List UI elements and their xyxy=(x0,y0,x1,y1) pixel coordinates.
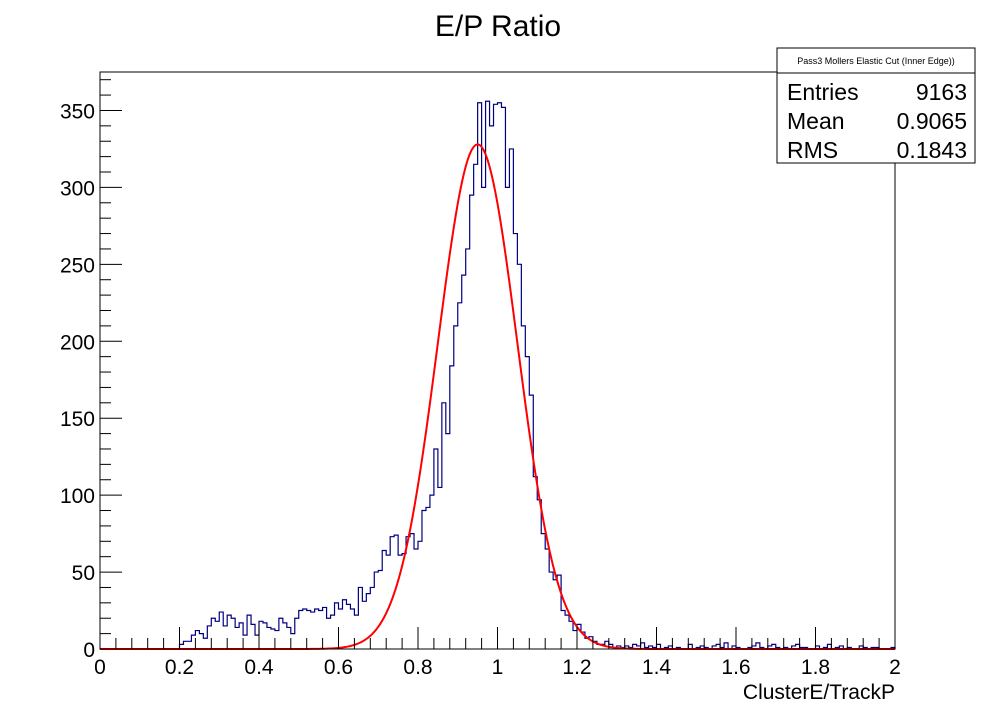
stats-mean-value: 0.9065 xyxy=(897,108,967,134)
y-tick-label: 50 xyxy=(72,562,95,585)
plot-frame xyxy=(99,71,896,650)
y-tick-label: 100 xyxy=(60,485,95,508)
y-tick-label: 200 xyxy=(60,331,95,354)
stats-box-header: Pass3 Mollers Elastic Cut (Inner Edge)) xyxy=(797,56,955,66)
x-tick-label: 0.2 xyxy=(165,656,194,679)
stats-box: Pass3 Mollers Elastic Cut (Inner Edge)) … xyxy=(776,47,976,164)
x-tick-label: 1 xyxy=(492,656,504,679)
y-tick-label: 0 xyxy=(83,639,95,662)
x-axis-title: ClusterE/TrackP xyxy=(743,681,895,704)
x-tick-label: 1.8 xyxy=(801,656,830,679)
x-tick-label: 0.8 xyxy=(403,656,432,679)
histogram-series xyxy=(100,100,896,650)
stats-box-header-frame xyxy=(776,47,976,74)
x-tick-label: 0 xyxy=(94,656,106,679)
axes: 0 0.2 0.4 0.6 0.8 1 1.2 1.4 1.6 1.8 2 0 50 100 150 200 2… xyxy=(60,71,901,679)
stats-mean-label: Mean xyxy=(787,108,845,134)
stats-rms-value: 0.1843 xyxy=(897,137,967,163)
stats-entries-label: Entries xyxy=(787,79,859,105)
gaussian-fit-curve xyxy=(100,143,895,650)
x-tick-label: 1.4 xyxy=(642,656,672,679)
plot-area xyxy=(100,100,896,650)
y-tick-label: 300 xyxy=(60,177,95,200)
x-tick-label: 1.6 xyxy=(721,656,750,679)
chart-title: E/P Ratio xyxy=(435,10,561,43)
y-tick-label: 350 xyxy=(60,100,95,123)
x-tick-label: 1.2 xyxy=(562,656,591,679)
x-tick-label: 0.6 xyxy=(324,656,353,679)
stats-box-frame xyxy=(776,72,976,164)
stats-entries-value: 9163 xyxy=(916,79,967,105)
stats-rms-label: RMS xyxy=(787,137,838,163)
x-tick-label: 2 xyxy=(889,656,901,679)
x-tick-label: 0.4 xyxy=(244,656,274,679)
y-tick-label: 250 xyxy=(60,254,95,277)
y-tick-label: 150 xyxy=(60,408,95,431)
